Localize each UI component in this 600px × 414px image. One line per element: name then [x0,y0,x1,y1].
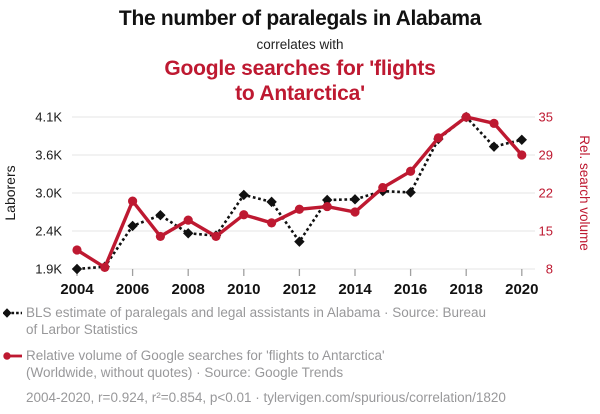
red-series-data-point [155,231,165,242]
black-series-data-point [266,196,277,208]
red-series-data-point [183,215,193,225]
black-series-data-point [405,187,416,198]
black-series-data-point [238,189,249,201]
black-series-data-point [294,236,305,247]
red-title-line1: Google searches for 'flights [164,57,436,80]
left-axis-tick-label: 2.4K [35,224,62,239]
left-axis-title: Laborers [2,165,18,220]
right-axis-tick-label: 15 [539,224,553,239]
legend-item-red-series: Relative volume of Google searches for '… [3,347,589,381]
red-series-data-point [211,231,221,242]
legend-red-line1: Relative volume of Google searches for '… [26,348,385,363]
x-axis-tick-label: 2014 [338,281,372,298]
black-series-data-point [488,141,500,152]
red-title-line2: to Antarctica' [235,82,365,105]
x-axis-tick-label: 2018 [450,281,483,298]
right-axis-tick-label: 8 [546,262,553,277]
left-axis-tick-label: 1.9K [35,262,62,277]
right-axis-tick-label: 35 [539,110,553,125]
left-axis-tick-label: 3.6K [35,148,62,163]
chart-red-title: Google searches for 'flights to Antarcti… [0,56,600,106]
red-series-data-point [267,218,277,228]
x-axis-tick-label: 2020 [505,281,538,298]
x-axis-tick-label: 2006 [116,281,149,298]
legend-item-black-series: BLS estimate of paralegals and legal ass… [3,304,589,338]
legend-black-line2: of Larbor Statistics [26,322,138,337]
chart-title: The number of paralegals in Alabama [118,7,482,30]
red-series-data-point [489,118,499,128]
legend-label-black-series: BLS estimate of paralegals and legal ass… [26,304,486,338]
footer-stats: 2004-2020, r=0.924, r²=0.854, p<0.01 · t… [26,390,506,405]
red-series-data-point [517,150,527,160]
left-axis-tick-label: 4.1K [35,110,62,125]
right-axis-tick-label: 29 [539,148,553,163]
chart-subtitle: correlates with [256,37,344,52]
red-series-data-point [100,262,110,272]
legend-label-red-series: Relative volume of Google searches for '… [26,347,385,381]
black-series-data-point [322,194,333,206]
red-series-data-point [294,204,304,214]
red-series-data-point [378,182,388,193]
red-series-data-point [72,245,82,255]
black-series-data-point [349,194,361,205]
legend-red-line2: (Worldwide, without quotes) · Source: Go… [26,365,344,380]
red-series-data-point [128,196,138,206]
x-axis-tick-label: 2012 [283,281,316,298]
x-axis-tick-label: 2010 [227,281,260,298]
red-series-data-point [406,166,416,176]
diamond-dashed-line-icon [3,308,22,318]
red-series-data-point [350,207,360,217]
red-series-data-point [322,201,332,212]
red-series-data-point [461,112,471,122]
red-series-data-point [433,133,443,143]
x-axis-tick-label: 2016 [394,281,427,298]
left-axis-tick-label: 3.0K [35,186,62,201]
black-series-data-point [71,263,83,275]
x-axis-tick-label: 2004 [60,281,94,298]
circle-solid-line-icon [3,352,22,360]
black-series-data-point [155,209,166,221]
red-series-data-point [239,210,249,220]
right-axis-tick-label: 22 [539,186,553,201]
chart-legend: BLS estimate of paralegals and legal ass… [3,304,589,405]
legend-black-line1: BLS estimate of paralegals and legal ass… [26,305,487,320]
right-axis-title: Rel. search volume [577,135,592,251]
black-series-data-point [127,220,138,232]
black-series-data-point [183,228,194,239]
correlation-line-chart: 1.9K 8 2.4K 15 3.0K 22 3.6K 29 4.1K 35 2004 2006 200… [2,110,592,299]
x-axis-tick-label: 2008 [172,281,205,298]
black-series-data-point [516,134,527,145]
